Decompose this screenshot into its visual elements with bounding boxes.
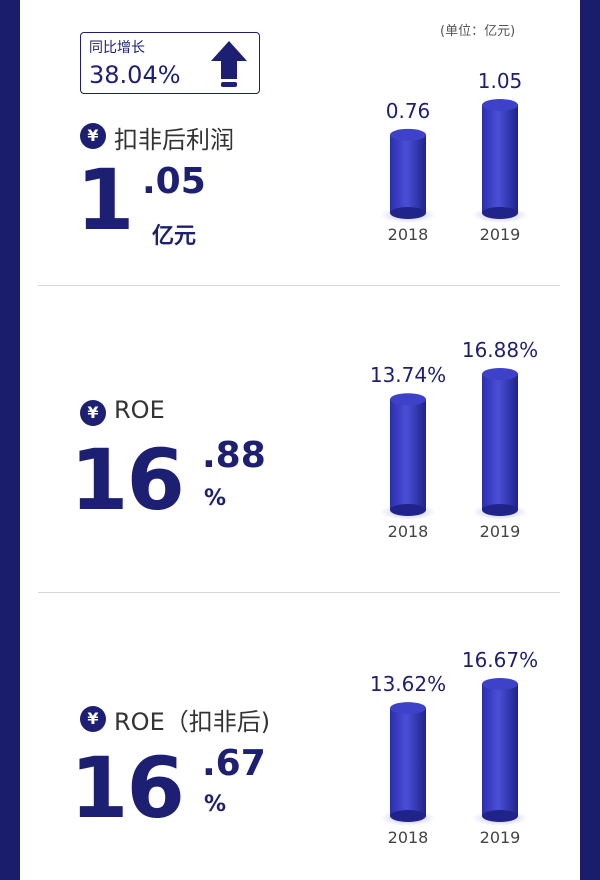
metric-unit: 亿元 bbox=[152, 224, 197, 249]
yen-icon: ¥ bbox=[80, 400, 106, 426]
right-border bbox=[580, 0, 600, 880]
year-label: 2019 bbox=[479, 828, 521, 847]
bar-2018 bbox=[380, 393, 436, 520]
value-label: 13.74% bbox=[369, 363, 447, 388]
year-label: 2019 bbox=[479, 225, 521, 244]
chart-svg bbox=[380, 99, 528, 223]
chart-roe: 13.74% 2018 16.88% 2019 bbox=[350, 290, 540, 570]
metric-title: ROE bbox=[114, 396, 165, 424]
value-label: 0.76 bbox=[385, 98, 431, 123]
bar-2018 bbox=[380, 702, 436, 826]
bar-2018 bbox=[380, 128, 436, 223]
yen-icon: ¥ bbox=[80, 123, 106, 149]
chart-svg bbox=[380, 368, 528, 520]
growth-value: 38.04% bbox=[89, 61, 181, 89]
value-label: 1.05 bbox=[477, 69, 523, 93]
value-label: 13.62% bbox=[369, 672, 447, 697]
metric-integer: 16 bbox=[70, 739, 185, 837]
value-label: 16.67% bbox=[461, 648, 539, 672]
bar-2019 bbox=[472, 678, 528, 826]
section-roe-adjusted: ¥ ROE（扣非后) 16 .67 % 13.62% 2018 16.67% 2019 bbox=[0, 596, 600, 880]
metric-decimal: .88 bbox=[202, 435, 266, 476]
yen-icon: ¥ bbox=[80, 706, 106, 732]
value-label: 16.88% bbox=[461, 338, 539, 362]
metric-unit: % bbox=[204, 486, 227, 511]
chart-svg bbox=[380, 678, 528, 826]
year-label: 2018 bbox=[387, 522, 429, 541]
divider bbox=[38, 592, 560, 593]
year-label: 2018 bbox=[387, 225, 429, 244]
growth-box: 同比增长 38.04% bbox=[80, 32, 260, 94]
growth-label: 同比增长 bbox=[89, 40, 145, 56]
metric-integer: 16 bbox=[70, 431, 185, 529]
metric-title: 扣非后利润 bbox=[114, 126, 234, 154]
divider bbox=[38, 285, 560, 286]
metric-title: ROE（扣非后) bbox=[114, 708, 271, 736]
unit-note: (单位：亿元) bbox=[440, 24, 516, 39]
chart-roe-adjusted: 13.62% 2018 16.67% 2019 bbox=[350, 596, 540, 876]
metric-unit: % bbox=[204, 792, 227, 817]
bar-2019 bbox=[472, 368, 528, 520]
metric-integer: 1 bbox=[76, 151, 134, 249]
up-arrow-icon bbox=[211, 41, 247, 87]
metric-decimal: .05 bbox=[142, 161, 206, 202]
year-label: 2018 bbox=[387, 828, 429, 847]
section-profit: ¥ 扣非后利润 1 .05 亿元 0.76 2018 1.05 2019 bbox=[0, 0, 600, 285]
section-roe: ¥ ROE 16 .88 % 13.74% 2018 16.88% 2019 bbox=[0, 290, 600, 590]
metric-decimal: .67 bbox=[202, 743, 266, 784]
left-border bbox=[0, 0, 20, 880]
year-label: 2019 bbox=[479, 522, 521, 541]
bar-2019 bbox=[472, 99, 528, 223]
chart-profit: 0.76 2018 1.05 2019 bbox=[350, 0, 540, 280]
